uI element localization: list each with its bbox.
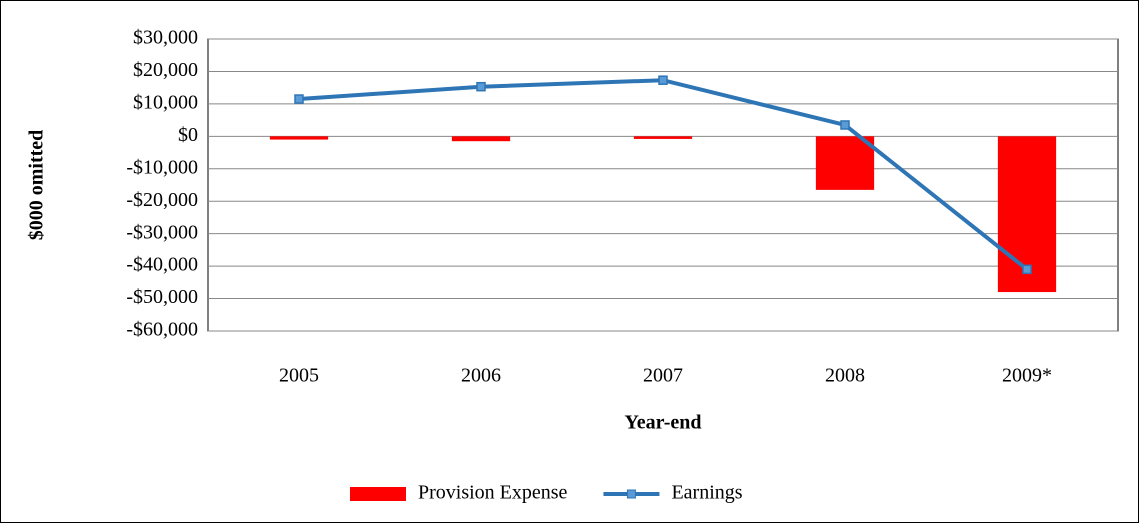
- marker: [1022, 264, 1032, 275]
- bar: [451, 136, 511, 142]
- x-axis-label: Year-end: [624, 412, 701, 434]
- marker: [476, 81, 486, 92]
- x-tick-label: 2009*: [1002, 365, 1052, 387]
- y-tick-label: $10,000: [133, 91, 198, 113]
- y-tick-label: -$40,000: [126, 254, 198, 276]
- legend-swatch: [350, 487, 406, 501]
- y-tick-label: -$20,000: [126, 189, 198, 211]
- y-axis-label: $000 omitted: [26, 130, 48, 241]
- y-tick-label: $0: [178, 124, 198, 146]
- y-tick-label: -$50,000: [126, 286, 198, 308]
- y-tick-label: -$60,000: [126, 319, 198, 341]
- bar: [633, 136, 693, 139]
- y-tick-label: $30,000: [133, 27, 198, 49]
- legend-label: Provision Expense: [418, 482, 568, 504]
- y-tick-label: $20,000: [133, 59, 198, 81]
- plot-area: [207, 38, 1119, 332]
- x-tick-label: 2005: [279, 365, 319, 387]
- x-tick-label: 2008: [825, 365, 865, 387]
- y-tick-label: -$30,000: [126, 221, 198, 243]
- x-tick-label: 2006: [461, 365, 501, 387]
- marker: [658, 75, 668, 85]
- marker: [294, 94, 304, 104]
- marker: [840, 120, 850, 130]
- legend-label: Earnings: [671, 482, 742, 504]
- y-tick-label: -$10,000: [126, 156, 198, 178]
- x-tick-label: 2007: [643, 365, 683, 387]
- bar: [815, 136, 875, 190]
- bar: [269, 136, 329, 140]
- legend-marker: [626, 489, 636, 499]
